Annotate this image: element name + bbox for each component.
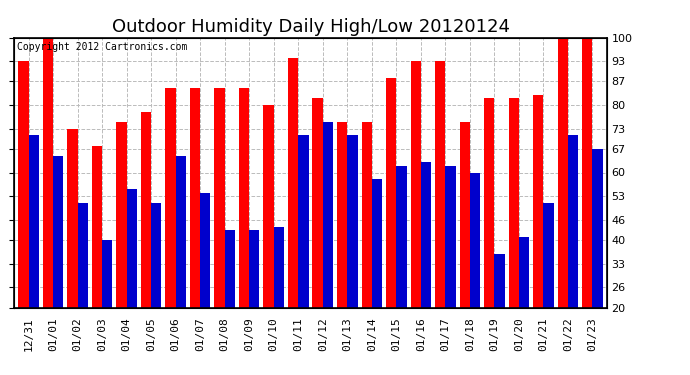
Bar [53,156,63,308]
Bar [347,135,357,308]
Bar [593,149,603,308]
Bar [568,135,578,308]
Bar [215,88,225,308]
Bar [396,166,406,308]
Bar [249,230,259,308]
Bar [67,129,77,308]
Bar [411,61,421,308]
Bar [421,162,431,308]
Title: Outdoor Humidity Daily High/Low 20120124: Outdoor Humidity Daily High/Low 20120124 [112,18,509,36]
Bar [274,226,284,308]
Bar [313,98,323,308]
Bar [239,88,249,308]
Bar [460,122,470,308]
Bar [77,203,88,308]
Bar [18,61,28,308]
Bar [166,88,176,308]
Bar [28,135,39,308]
Bar [151,203,161,308]
Bar [141,112,151,308]
Bar [92,146,102,308]
Bar [298,135,308,308]
Bar [102,240,112,308]
Bar [362,122,372,308]
Bar [176,156,186,308]
Bar [323,122,333,308]
Bar [495,254,504,308]
Bar [558,38,568,308]
Bar [386,78,396,308]
Bar [264,105,274,308]
Bar [372,179,382,308]
Bar [544,203,554,308]
Bar [484,98,495,308]
Text: Copyright 2012 Cartronics.com: Copyright 2012 Cartronics.com [17,42,187,51]
Bar [509,98,519,308]
Bar [200,193,210,308]
Bar [582,38,593,308]
Bar [445,166,455,308]
Bar [225,230,235,308]
Bar [533,95,544,308]
Bar [190,88,200,308]
Bar [43,38,53,308]
Bar [126,189,137,308]
Bar [337,122,347,308]
Bar [288,58,298,308]
Bar [435,61,445,308]
Bar [470,172,480,308]
Bar [519,237,529,308]
Bar [117,122,126,308]
